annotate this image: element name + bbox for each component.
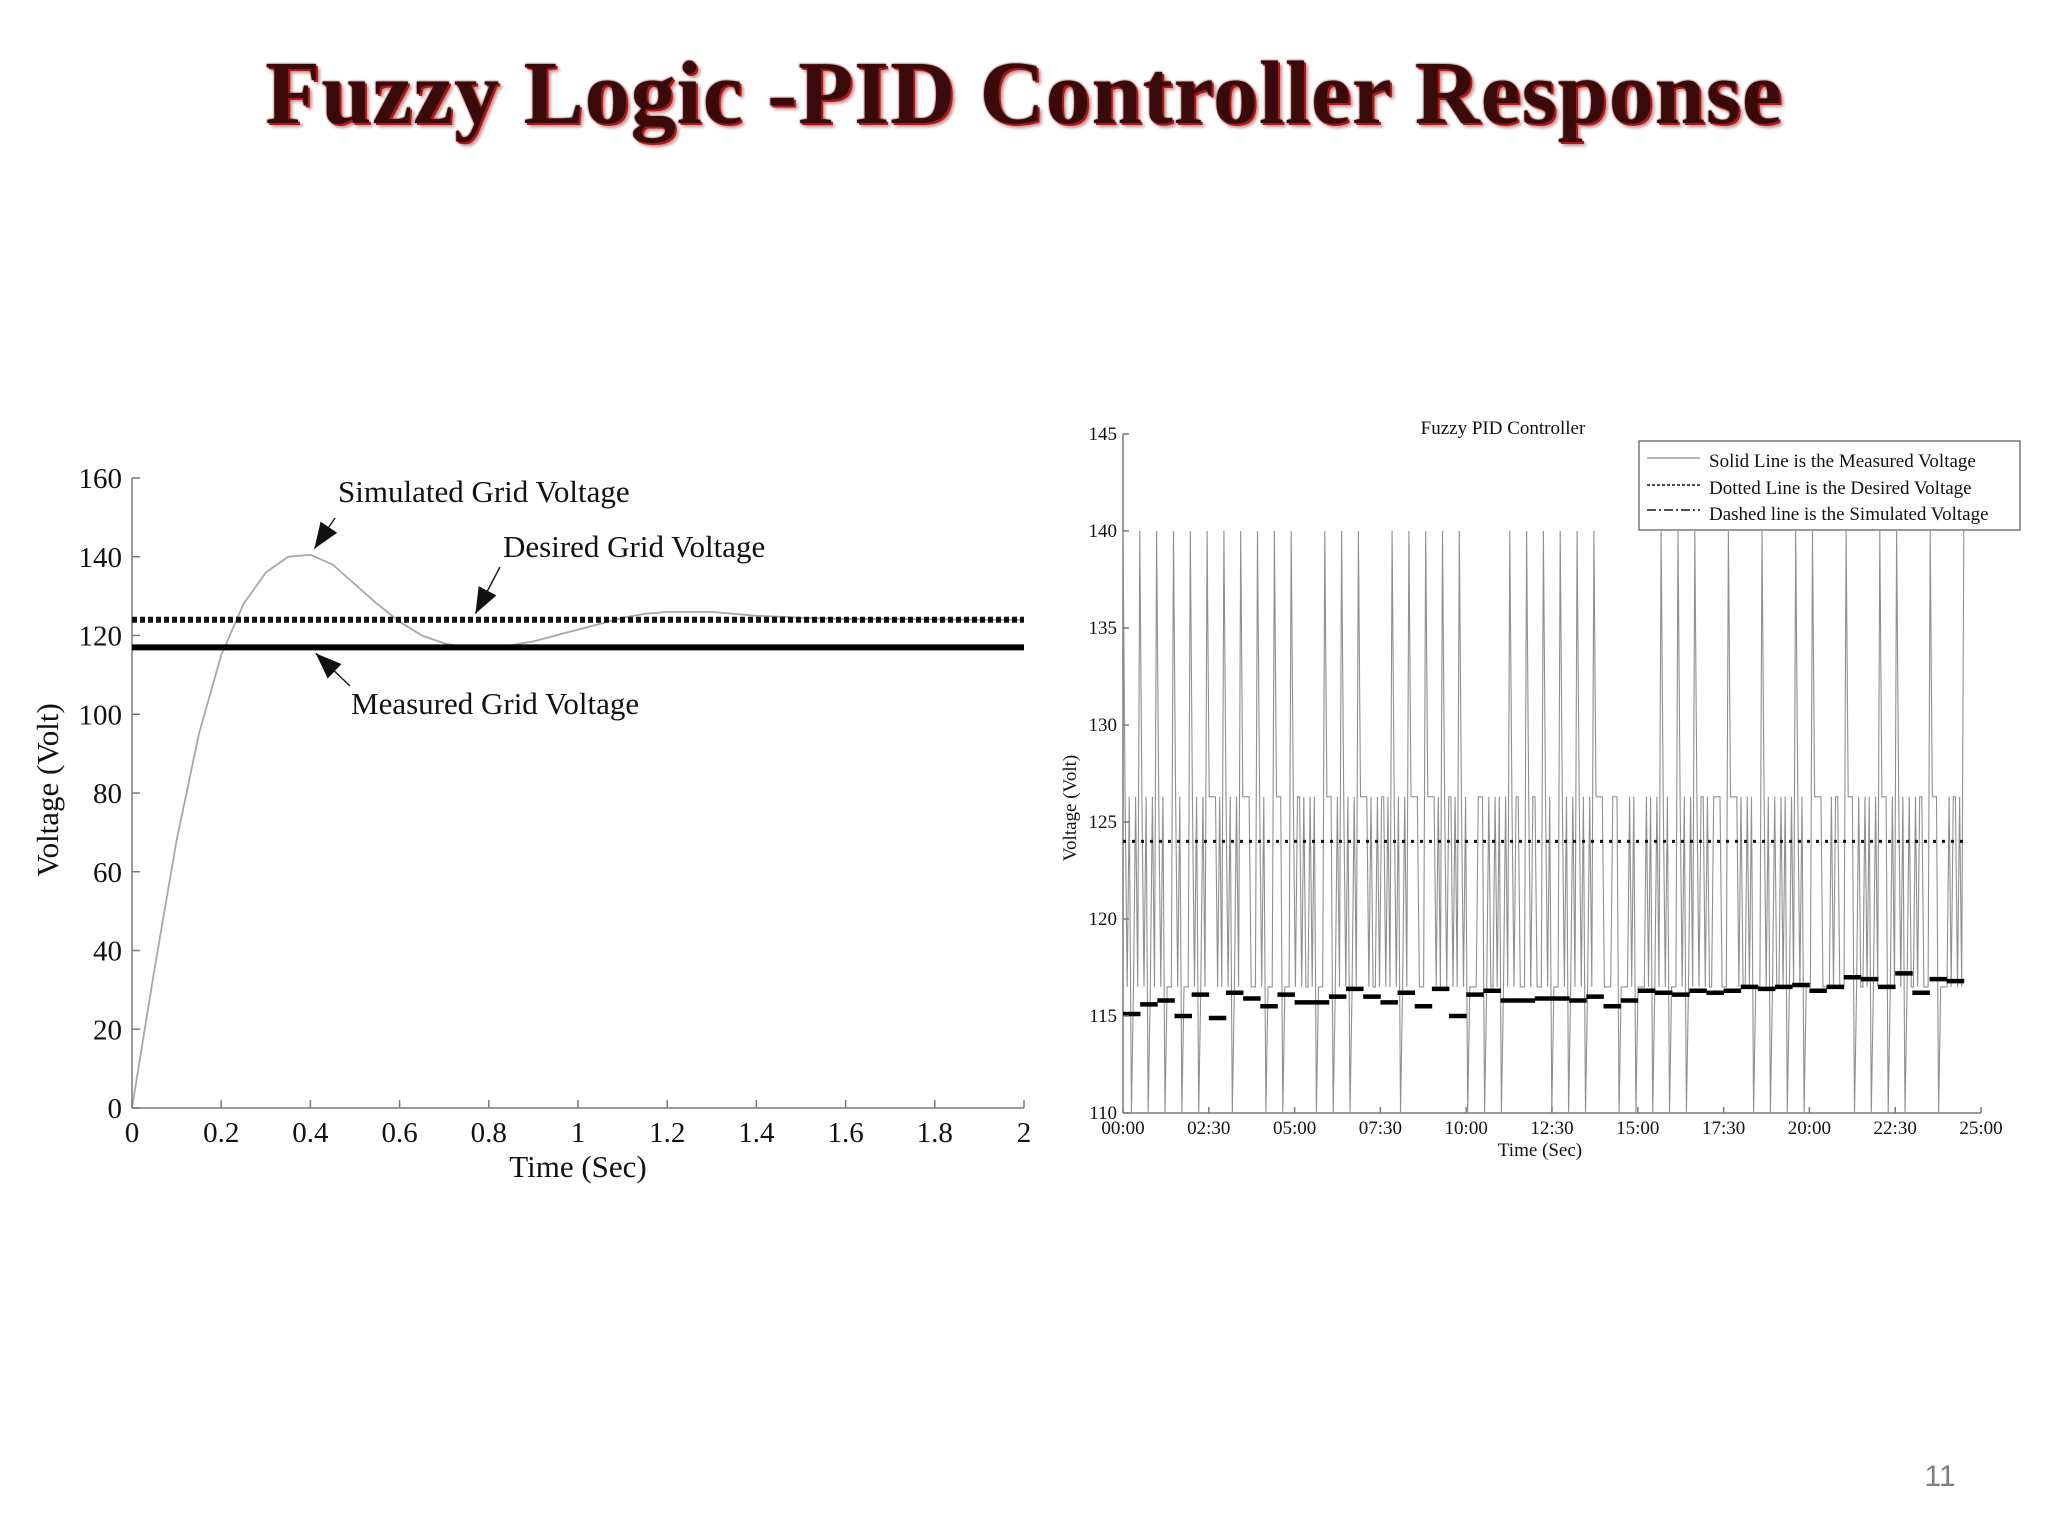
left-x-tick-label: 1.4 — [738, 1117, 775, 1149]
left-y-axis-label: Voltage (Volt) — [30, 703, 65, 877]
left-x-tick-label: 0.6 — [381, 1117, 417, 1149]
right-y-tick-label: 145 — [1089, 424, 1118, 445]
left-y-tick-label: 100 — [79, 699, 123, 731]
page-number: 11 — [1924, 1460, 1956, 1493]
left-chart-series — [131, 553, 1024, 1109]
right-y-tick-label: 140 — [1089, 521, 1118, 542]
right-x-tick-label: 25:00 — [1959, 1118, 2002, 1139]
legend-box — [1638, 440, 2021, 531]
right-chart-axes — [1122, 434, 1981, 1114]
left-y-tick-label: 160 — [79, 463, 123, 495]
left-y-tick-label: 60 — [93, 857, 122, 889]
left-y-tick-label: 120 — [79, 621, 123, 653]
slide-title: Fuzzy Logic -PID Controller Response — [265, 44, 1783, 143]
legend-label-measured: Solid Line is the Measured Voltage — [1709, 451, 1976, 472]
right-x-tick-label: 17:30 — [1702, 1118, 1745, 1139]
annotation-simulated-grid-voltage: Simulated Grid Voltage — [338, 474, 630, 509]
series-simulated-grid-voltage — [131, 553, 1024, 1109]
right-y-tick-label: 125 — [1089, 812, 1118, 833]
right-x-tick-label: 00:00 — [1101, 1118, 1144, 1139]
right-chart-series — [1122, 530, 1965, 1114]
right-x-tick-label: 15:00 — [1616, 1118, 1659, 1139]
left-x-tick-label: 0 — [125, 1117, 140, 1149]
right-x-tick-label: 10:00 — [1445, 1118, 1488, 1139]
left-x-tick-label: 1.8 — [917, 1117, 953, 1149]
left-x-tick-label: 1 — [571, 1117, 586, 1149]
right-chart-title: Fuzzy PID Controller — [1421, 418, 1586, 439]
left-y-tick-label: 20 — [93, 1014, 122, 1046]
left-y-tick-label: 140 — [79, 542, 123, 574]
left-x-axis-label: Time (Sec) — [509, 1149, 647, 1184]
arrow-desired-head — [475, 586, 497, 614]
left-chart-annotations: Simulated Grid Voltage Desired Grid Volt… — [313, 474, 765, 721]
left-x-tick-label: 0.2 — [203, 1117, 239, 1149]
left-x-tick-label: 0.4 — [292, 1117, 329, 1149]
legend-label-desired: Dotted Line is the Desired Voltage — [1709, 478, 1972, 499]
right-chart-legend: Solid Line is the Measured Voltage Dotte… — [1638, 440, 2021, 531]
right-x-tick-label: 02:30 — [1187, 1118, 1230, 1139]
left-y-tick-label: 80 — [93, 778, 122, 810]
arrow-simulated-head — [314, 521, 338, 549]
chart-fuzzy-pid-controller: 00:00 02:30 05:00 07:30 10:00 12:30 15:00 17:30… — [1060, 418, 2021, 1161]
series-measured-voltage — [1122, 530, 1965, 1114]
chart-step-response: 0 0.2 0.4 0.6 0.8 1 1.2 1.4 1.6 1.8 20204060801001… — [30, 463, 1032, 1184]
left-x-tick-label: 1.2 — [649, 1117, 685, 1149]
left-chart-ticks: 0 0.2 0.4 0.6 0.8 1 1.2 1.4 1.6 1.8 20204060801001… — [79, 463, 1032, 1149]
right-x-tick-label: 07:30 — [1359, 1118, 1402, 1139]
right-x-tick-label: 22:30 — [1874, 1118, 1917, 1139]
arrow-measured-head — [315, 653, 342, 679]
right-chart-ticks: 00:00 02:30 05:00 07:30 10:00 12:30 15:00 17:30… — [1089, 424, 2003, 1139]
left-y-tick-label: 0 — [108, 1093, 123, 1125]
left-x-tick-label: 2 — [1017, 1117, 1032, 1149]
legend-label-simulated: Dashed line is the Simulated Voltage — [1709, 504, 1989, 525]
left-y-tick-label: 40 — [93, 936, 122, 968]
right-y-tick-label: 115 — [1089, 1006, 1117, 1027]
right-x-tick-label: 05:00 — [1273, 1118, 1316, 1139]
annotation-desired-grid-voltage: Desired Grid Voltage — [503, 529, 765, 564]
left-x-tick-label: 0.8 — [471, 1117, 507, 1149]
right-y-tick-label: 130 — [1089, 715, 1118, 736]
right-x-axis-label: Time (Sec) — [1498, 1140, 1582, 1161]
right-x-tick-label: 12:30 — [1530, 1118, 1573, 1139]
right-y-tick-label: 135 — [1089, 618, 1118, 639]
right-x-tick-label: 20:00 — [1788, 1118, 1831, 1139]
right-y-tick-label: 120 — [1089, 909, 1118, 930]
annotation-measured-grid-voltage: Measured Grid Voltage — [351, 686, 639, 721]
left-x-tick-label: 1.6 — [827, 1117, 863, 1149]
right-y-tick-label: 110 — [1089, 1103, 1117, 1124]
right-y-axis-label: Voltage (Volt) — [1060, 755, 1081, 861]
